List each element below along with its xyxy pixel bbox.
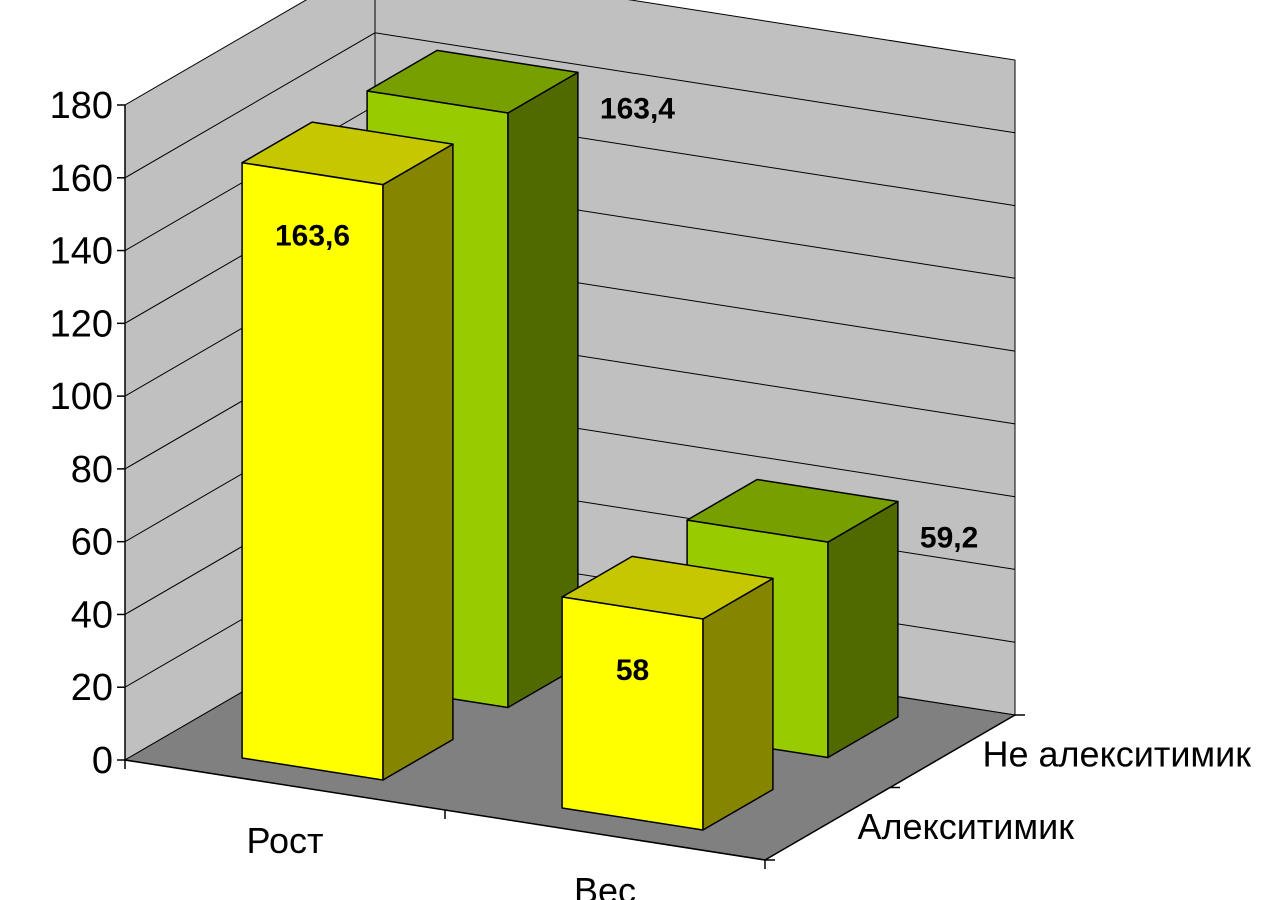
y-tick-label: 80 [71, 449, 113, 491]
labels: 0 20 40 60 80 100 120 140 160 180 Рост Вес Алекситим… [50, 85, 1252, 900]
y-tick-label: 120 [50, 303, 113, 345]
data-label: 59,2 [920, 522, 978, 555]
y-tick-label: 160 [50, 158, 113, 200]
y-tick-label: 140 [50, 231, 113, 273]
bar-Алекситимик-Рост [241, 121, 454, 781]
bar-side [702, 577, 774, 831]
y-tick-label: 180 [50, 85, 113, 127]
data-label: 163,4 [600, 92, 675, 125]
y-tick-label: 100 [50, 376, 113, 418]
bar-Алекситимик-Вес [561, 555, 774, 831]
y-tick-label: 20 [71, 667, 113, 709]
axes [117, 104, 1025, 869]
bar-side [827, 500, 899, 759]
category-label: Рост [247, 820, 324, 861]
bar-side [382, 143, 454, 781]
series-label: Алекситимик [858, 806, 1075, 847]
bar-front [561, 596, 704, 831]
y-tick-label: 40 [71, 594, 113, 636]
bars [241, 49, 899, 831]
y-tick-label: 60 [71, 522, 113, 564]
category-label: Вес [574, 870, 636, 900]
series-label: Не алекситимик [983, 733, 1252, 774]
bar-front [241, 161, 384, 781]
y-tick-label: 0 [92, 740, 113, 782]
data-label: 163,6 [275, 220, 350, 253]
gridline [124, 32, 1016, 179]
data-label: 58 [616, 654, 649, 687]
